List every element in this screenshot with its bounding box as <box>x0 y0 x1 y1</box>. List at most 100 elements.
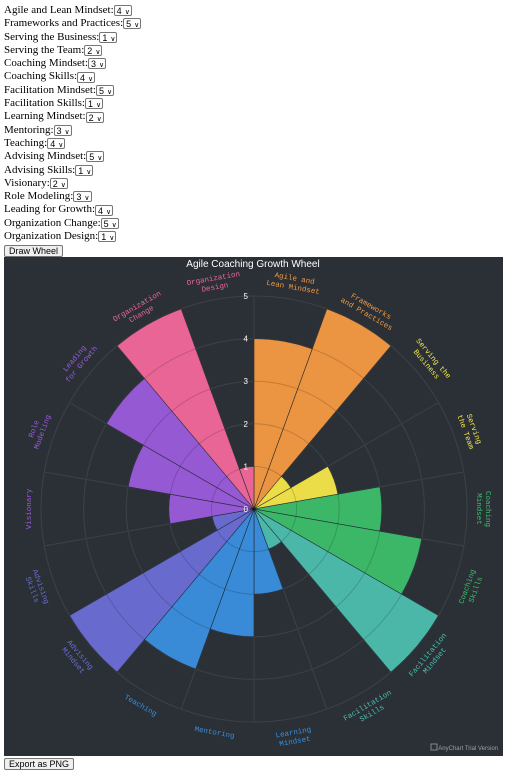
radial-tick-label: 1 <box>244 462 249 471</box>
radial-tick-label: 5 <box>244 292 249 301</box>
form-row: Facilitation Skills: 1 ∨ <box>4 97 141 110</box>
rating-select[interactable]: 4 ∨ <box>47 138 66 150</box>
export-png-button[interactable]: Export as PNG <box>4 758 75 770</box>
rating-select[interactable]: 4 ∨ <box>77 71 96 83</box>
rating-select[interactable]: 1 ∨ <box>99 31 118 43</box>
category-label-line: Mindset <box>474 493 482 525</box>
chevron-down-icon: ∨ <box>58 142 64 150</box>
rating-select[interactable]: 4 ∨ <box>113 5 132 17</box>
growth-wheel-chart: Agile Coaching Growth Wheel 0 1 2 3 4 5 Agile a… <box>4 257 503 756</box>
rating-select[interactable]: 5 ∨ <box>100 217 119 229</box>
chevron-down-icon: ∨ <box>88 75 94 83</box>
rating-select[interactable]: 3 ∨ <box>53 124 72 136</box>
draw-wheel-button[interactable]: Draw Wheel <box>4 245 64 257</box>
rating-select[interactable]: 3 ∨ <box>73 191 92 203</box>
rating-select[interactable]: 2 ∨ <box>84 45 103 57</box>
rating-select[interactable]: 5 ∨ <box>95 84 115 96</box>
chevron-down-icon: ∨ <box>109 235 115 243</box>
rating-label: Frameworks and Practices: <box>4 17 124 30</box>
grid-spoke-overlay <box>180 308 255 510</box>
rating-value: 5 <box>89 152 95 163</box>
grid-spoke-overlay <box>69 508 255 616</box>
rating-label: Leading for Growth: <box>4 203 96 216</box>
rating-value: 4 <box>98 205 104 216</box>
rating-label: Mentoring: <box>4 123 54 136</box>
rating-label: Serving the Business: <box>4 30 100 43</box>
rating-label: Advising Skills: <box>4 163 76 176</box>
category-label: Teaching <box>122 694 157 719</box>
form-row: Frameworks and Practices: 5 ∨ <box>4 17 142 30</box>
rating-select[interactable]: 3 ∨ <box>88 58 107 70</box>
rating-label: Serving the Team: <box>4 43 85 56</box>
anychart-logo-icon <box>430 743 438 751</box>
rating-label: Teaching: <box>4 136 48 149</box>
grid-spoke-overlay <box>253 508 464 547</box>
grid-spoke-overlay <box>69 402 255 510</box>
rating-label: Facilitation Mindset: <box>4 83 96 96</box>
form-row: Coaching Skills: 4 ∨ <box>4 70 141 83</box>
watermark-text: AnyChart Trial Version <box>438 746 498 752</box>
chevron-down-icon: ∨ <box>95 49 101 57</box>
rating-select[interactable]: 1 ∨ <box>98 231 117 243</box>
chevron-down-icon: ∨ <box>134 22 140 30</box>
rating-select[interactable]: 2 ∨ <box>49 178 68 190</box>
grid-spoke-overlay <box>116 508 255 673</box>
grid-circle-overlay <box>40 295 468 723</box>
form-row: Role Modeling: 3 ∨ <box>4 190 141 203</box>
rating-label: Facilitation Skills: <box>4 97 85 110</box>
rating-label: Learning Mindset: <box>4 110 86 123</box>
rating-form: Agile and Lean Mindset: 4 ∨ Frameworks and … <box>4 4 142 243</box>
rating-label: Advising Mindset: <box>4 150 87 163</box>
grid-spoke-overlay <box>44 508 255 547</box>
chevron-down-icon: ∨ <box>97 155 103 163</box>
rating-label: Organization Design: <box>4 230 99 243</box>
rating-select[interactable]: 1 ∨ <box>75 164 94 176</box>
category-label: Visionary <box>26 488 34 529</box>
form-row: Advising Skills: 1 ∨ <box>4 164 141 177</box>
bar-sector <box>253 308 392 510</box>
chevron-down-icon: ∨ <box>84 195 90 203</box>
radial-tick-label: 3 <box>244 377 249 386</box>
form-row: Serving the Business: 1 ∨ <box>4 31 141 44</box>
rating-value: 1 <box>102 32 108 43</box>
category-label-line: Teaching <box>122 694 157 719</box>
form-row: Mentoring: 3 ∨ <box>4 124 141 137</box>
rating-value: 5 <box>126 19 132 30</box>
rating-select[interactable]: 2 ∨ <box>85 111 104 123</box>
rating-label: Coaching Mindset: <box>4 57 89 70</box>
chevron-down-icon: ∨ <box>111 221 117 229</box>
chevron-down-icon: ∨ <box>60 182 66 190</box>
chevron-down-icon: ∨ <box>106 208 112 216</box>
grid-spoke-overlay <box>253 508 328 710</box>
form-row: Teaching: 4 ∨ <box>4 137 141 150</box>
rating-value: 1 <box>87 99 93 110</box>
rating-label: Role Modeling: <box>4 190 74 203</box>
rating-value: 2 <box>88 112 94 123</box>
rating-select[interactable]: 5 ∨ <box>123 18 142 30</box>
grid-spoke-overlay <box>253 345 392 510</box>
rating-label: Coaching Skills: <box>4 70 78 83</box>
rating-select[interactable]: 5 ∨ <box>86 151 105 163</box>
bar-sector <box>253 508 439 673</box>
form-row: Learning Mindset: 2 ∨ <box>4 110 141 123</box>
category-label-line: Coaching <box>483 491 491 527</box>
rating-value: 2 <box>87 46 93 57</box>
bar-sector <box>69 508 255 673</box>
form-row: Organization Design: 1 ∨ <box>4 230 141 243</box>
rating-value: 1 <box>78 165 84 176</box>
rating-select[interactable]: 1 ∨ <box>84 98 104 110</box>
chevron-down-icon: ∨ <box>99 62 105 70</box>
rating-value: 3 <box>91 59 97 70</box>
form-row: Coaching Mindset: 3 ∨ <box>4 57 141 70</box>
grid-spoke-overlay <box>253 402 439 510</box>
rating-select[interactable]: 4 ∨ <box>95 204 114 216</box>
form-row: Facilitation Mindset: 5 ∨ <box>4 84 141 97</box>
chevron-down-icon: ∨ <box>106 88 113 96</box>
radial-tick-label: 2 <box>244 420 249 429</box>
